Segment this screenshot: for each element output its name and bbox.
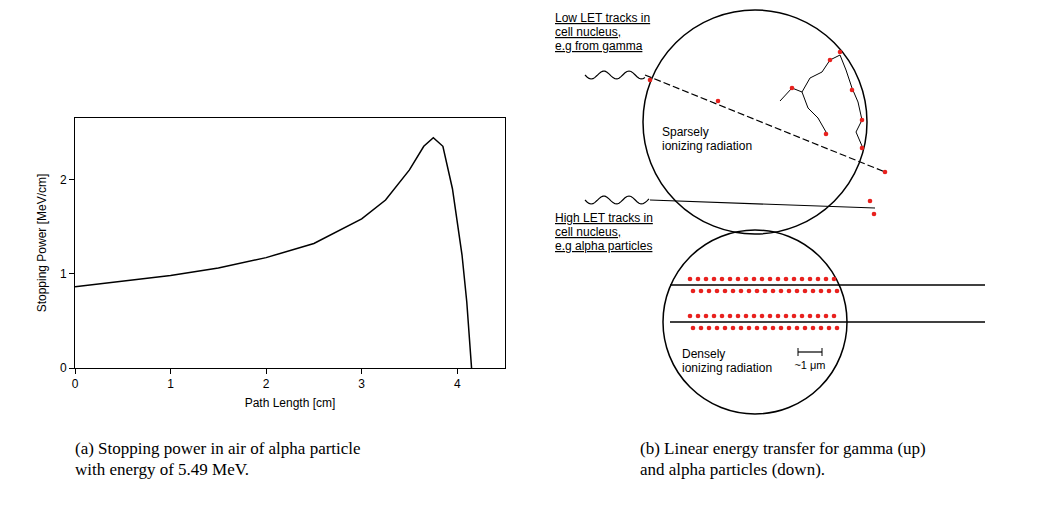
svg-text:1: 1 — [60, 267, 67, 281]
svg-text:2: 2 — [263, 377, 270, 391]
svg-text:High LET tracks in: High LET tracks in — [555, 211, 653, 225]
svg-text:e.g alpha particles: e.g alpha particles — [555, 239, 652, 253]
svg-text:1: 1 — [167, 377, 174, 391]
svg-text:0: 0 — [60, 361, 67, 375]
svg-text:2: 2 — [60, 173, 67, 187]
svg-text:cell nucleus,: cell nucleus, — [555, 25, 621, 39]
html-text:(b) Linear energy transfer for: (b) Linear energy transfer for gamma (up… — [640, 439, 926, 479]
svg-text:e.g from gamma: e.g from gamma — [555, 39, 643, 53]
svg-text:0: 0 — [72, 377, 79, 391]
svg-text:~1 μm: ~1 μm — [794, 359, 825, 371]
svg-text:Path Length [cm]: Path Length [cm] — [245, 396, 336, 410]
svg-text:cell nucleus,: cell nucleus, — [555, 225, 621, 239]
svg-text:Stopping Power [MeV/cm]: Stopping Power [MeV/cm] — [35, 174, 49, 313]
svg-text:3: 3 — [358, 377, 365, 391]
svg-text:Low LET tracks in: Low LET tracks in — [555, 11, 650, 25]
svg-text:4: 4 — [454, 377, 461, 391]
svg-text:ionizing radiation: ionizing radiation — [682, 361, 772, 375]
svg-text:Sparsely: Sparsely — [662, 125, 709, 139]
html-text:(a) Stopping power in air of a: (a) Stopping power in air of alpha parti… — [75, 439, 361, 479]
svg-text:ionizing radiation: ionizing radiation — [662, 139, 752, 153]
svg-text:Densely: Densely — [682, 347, 725, 361]
